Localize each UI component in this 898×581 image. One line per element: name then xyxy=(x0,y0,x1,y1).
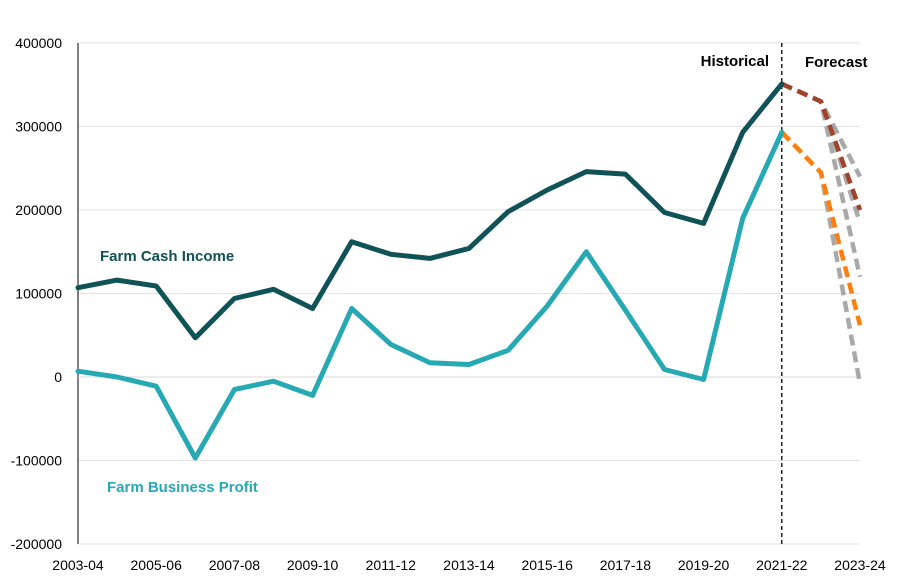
x-tick-label: 2021-22 xyxy=(756,557,808,573)
forecast-line-4 xyxy=(780,81,863,211)
series-line-farm-cash-income xyxy=(75,81,785,341)
series-label-farm-business-profit: Farm Business Profit xyxy=(107,479,258,496)
y-tick-label: 300000 xyxy=(15,119,62,135)
y-tick-label: 100000 xyxy=(15,286,62,302)
y-tick-label: 0 xyxy=(54,369,62,385)
x-tick-label: 2017-18 xyxy=(600,557,652,573)
gridlines xyxy=(78,42,860,545)
forecast-line-5 xyxy=(780,130,863,326)
axes: -200000 -100000 0 100000 200000 300000 400000 2… xyxy=(11,35,886,573)
x-tick-label: 2007-08 xyxy=(209,557,261,573)
x-tick-label: 2011-12 xyxy=(366,557,417,573)
x-tick-label: 2005-06 xyxy=(131,557,183,573)
y-tick-label: 400000 xyxy=(15,35,62,51)
labels: Historical Forecast Farm Cash Income Far… xyxy=(100,53,868,496)
x-tick-label: 2013-14 xyxy=(443,557,495,573)
x-tick-label: 2009-10 xyxy=(287,557,339,573)
forecast-line-1 xyxy=(780,81,863,224)
y-tick-label: -200000 xyxy=(11,536,63,552)
series-line-farm-business-profit xyxy=(75,129,785,461)
x-tick-label: 2003-04 xyxy=(52,557,104,573)
y-tick-label: 200000 xyxy=(15,202,62,218)
series-lines xyxy=(75,81,863,461)
series-label-farm-cash-income: Farm Cash Income xyxy=(100,248,234,265)
x-tick-label: 2015-16 xyxy=(522,557,574,573)
x-tick-label: 2023-24 xyxy=(834,557,886,573)
historical-label: Historical xyxy=(701,53,769,70)
x-tick-label: 2019-20 xyxy=(678,557,730,573)
forecast-line-0 xyxy=(780,81,862,178)
forecast-label: Forecast xyxy=(805,54,868,71)
y-tick-label: -100000 xyxy=(11,453,63,469)
